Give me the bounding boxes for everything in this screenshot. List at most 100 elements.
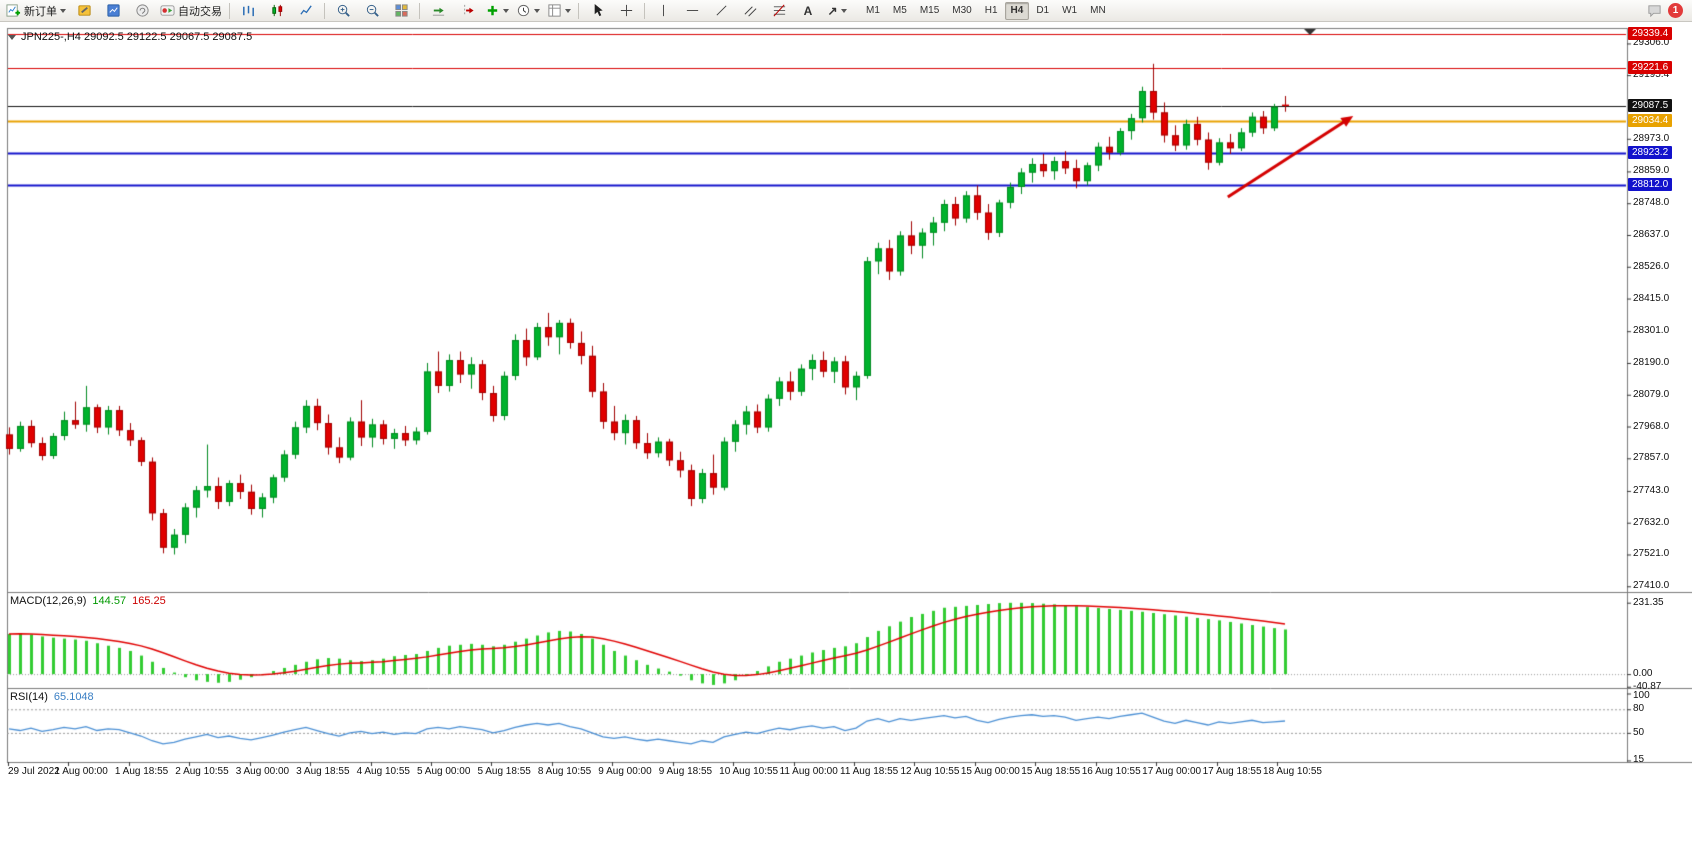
price-tick-label: 27857.0 <box>1633 452 1670 464</box>
autotrading-label: 自动交易 <box>178 5 222 18</box>
templates-button[interactable] <box>544 1 574 21</box>
chat-icon[interactable] <box>1647 3 1662 18</box>
time-axis-label: 12 Aug 10:55 <box>900 766 960 777</box>
price-tick-label: 27968.0 <box>1633 420 1670 432</box>
price-tick-label: 28748.0 <box>1633 197 1670 209</box>
time-axis-label: 4 Aug 10:55 <box>356 766 410 777</box>
time-axis-label: 15 Aug 18:55 <box>1021 766 1081 777</box>
bar-chart-button[interactable] <box>234 1 262 21</box>
timeframe-mn-button[interactable]: MN <box>1090 4 1106 16</box>
rsi-value: 65.1048 <box>53 691 94 703</box>
macd-name: MACD(12,26,9) <box>10 595 87 607</box>
rsi-name: RSI(14) <box>10 691 48 703</box>
candlestick-icon <box>271 4 282 17</box>
timeframe-m30-button[interactable]: M30 <box>952 4 972 16</box>
price-level-flag: 28812.0 <box>1628 177 1673 191</box>
rsi-scale-label: 80 <box>1633 703 1645 715</box>
tile-windows-button[interactable] <box>387 1 415 21</box>
macd-indicator-label: MACD(12,26,9) 144.57 165.25 <box>10 595 166 607</box>
rsi-scale-label: 15 <box>1633 754 1645 766</box>
bar-chart-icon <box>242 5 254 17</box>
timeframe-m15-button[interactable]: M15 <box>919 4 940 16</box>
price-tick-label: 29306.0 <box>1633 37 1670 49</box>
macd-scale-label: 0.00 <box>1633 668 1653 680</box>
metaeditor-button[interactable] <box>70 1 98 21</box>
price-tick-label: 27521.0 <box>1633 548 1670 560</box>
time-axis-label: 8 Aug 10:55 <box>537 766 592 777</box>
price-tick-label: 27410.0 <box>1633 580 1670 592</box>
price-tick-label: 28973.0 <box>1633 132 1670 144</box>
market-button[interactable] <box>99 1 127 21</box>
channel-button[interactable] <box>736 1 764 21</box>
chart-info-line: JPN225-,H4 29092.5 29122.5 29067.5 29087… <box>8 31 252 43</box>
candlestick-chart-button[interactable] <box>263 1 291 21</box>
clock-icon <box>517 4 530 17</box>
price-level-flag: 29339.4 <box>1628 26 1673 40</box>
chart-shift-button[interactable] <box>453 1 481 21</box>
timeframe-h4-button[interactable]: H4 <box>1004 1 1030 20</box>
time-axis-label: 11 Aug 18:55 <box>840 766 899 777</box>
zoom-in-icon <box>337 4 350 17</box>
timeframe-d1-button[interactable]: D1 <box>1036 4 1050 16</box>
crosshair-button[interactable] <box>612 1 640 21</box>
price-tick-label: 28526.0 <box>1633 260 1670 272</box>
time-axis-label: 29 Jul 2022 <box>8 766 60 777</box>
price-tick-label: 27743.0 <box>1633 484 1670 496</box>
toolbar-right: 1 <box>1647 3 1689 18</box>
one-click-trading-toggle[interactable] <box>8 34 16 40</box>
price-tick-label: 29195.4 <box>1633 69 1670 81</box>
macd-signal-value: 165.25 <box>132 595 166 607</box>
chevron-down-icon <box>534 8 540 13</box>
equidistant-channel-icon <box>744 6 756 17</box>
autotrading-button[interactable]: 自动交易 <box>157 1 225 21</box>
text-button[interactable]: A <box>794 1 822 21</box>
time-axis-label: 17 Aug 00:00 <box>1142 766 1202 777</box>
time-axis-label: 3 Aug 18:55 <box>296 766 350 777</box>
new-order-button[interactable]: 新订单 <box>3 1 69 21</box>
community-icon <box>135 4 149 17</box>
fibonacci-button[interactable] <box>765 1 793 21</box>
indicators-button[interactable] <box>482 1 512 21</box>
community-button[interactable] <box>128 1 156 21</box>
time-axis-label: 2 Aug 10:55 <box>175 766 229 777</box>
notification-badge[interactable]: 1 <box>1668 3 1683 18</box>
timeframe-m1-button[interactable]: M1 <box>866 4 880 16</box>
time-axis-label: 5 Aug 18:55 <box>477 766 531 777</box>
time-axis-label: 9 Aug 18:55 <box>658 766 713 777</box>
timeframe-m5-button[interactable]: M5 <box>892 4 907 16</box>
crosshair-icon <box>620 4 632 17</box>
ohlc-info: JPN225-,H4 29092.5 29122.5 29067.5 29087… <box>21 31 253 43</box>
arrow-icon: ↗ <box>827 3 838 18</box>
timeframe-h1-button[interactable]: H1 <box>984 4 998 16</box>
template-icon <box>548 4 561 17</box>
time-axis-label: 3 Aug 00:00 <box>235 766 290 777</box>
toolbar-separator <box>419 2 420 19</box>
zoom-out-icon <box>366 4 379 17</box>
zoom-out-button[interactable] <box>358 1 386 21</box>
trendline-button[interactable] <box>707 1 735 21</box>
line-chart-button[interactable] <box>292 1 320 21</box>
vertical-line-button[interactable] <box>649 1 677 21</box>
time-axis-label: 15 Aug 00:00 <box>960 766 1020 777</box>
arrows-button[interactable]: ↗ <box>823 1 851 21</box>
chart-shift-icon <box>463 4 474 17</box>
price-tick-label: 28301.0 <box>1633 325 1670 337</box>
chevron-down-icon <box>840 8 847 13</box>
zoom-in-button[interactable] <box>329 1 357 21</box>
chevron-down-icon <box>60 8 66 13</box>
auto-scroll-button[interactable] <box>424 1 452 21</box>
price-level-flag: 29034.4 <box>1628 114 1673 128</box>
chevron-down-icon <box>503 8 509 13</box>
text-icon: A <box>803 3 813 18</box>
periods-button[interactable] <box>513 1 543 21</box>
toolbar-separator <box>578 2 579 19</box>
time-axis-label: 1 Aug 18:55 <box>114 766 169 777</box>
rsi-indicator-label: RSI(14) 65.1048 <box>10 691 94 703</box>
cursor-button[interactable] <box>583 1 611 21</box>
horizontal-line-button[interactable] <box>678 1 706 21</box>
auto-scroll-icon <box>432 7 444 16</box>
timeframe-w1-button[interactable]: W1 <box>1062 4 1078 16</box>
time-axis-label: 10 Aug 10:55 <box>719 766 779 777</box>
time-axis-label: 16 Aug 10:55 <box>1081 766 1141 777</box>
